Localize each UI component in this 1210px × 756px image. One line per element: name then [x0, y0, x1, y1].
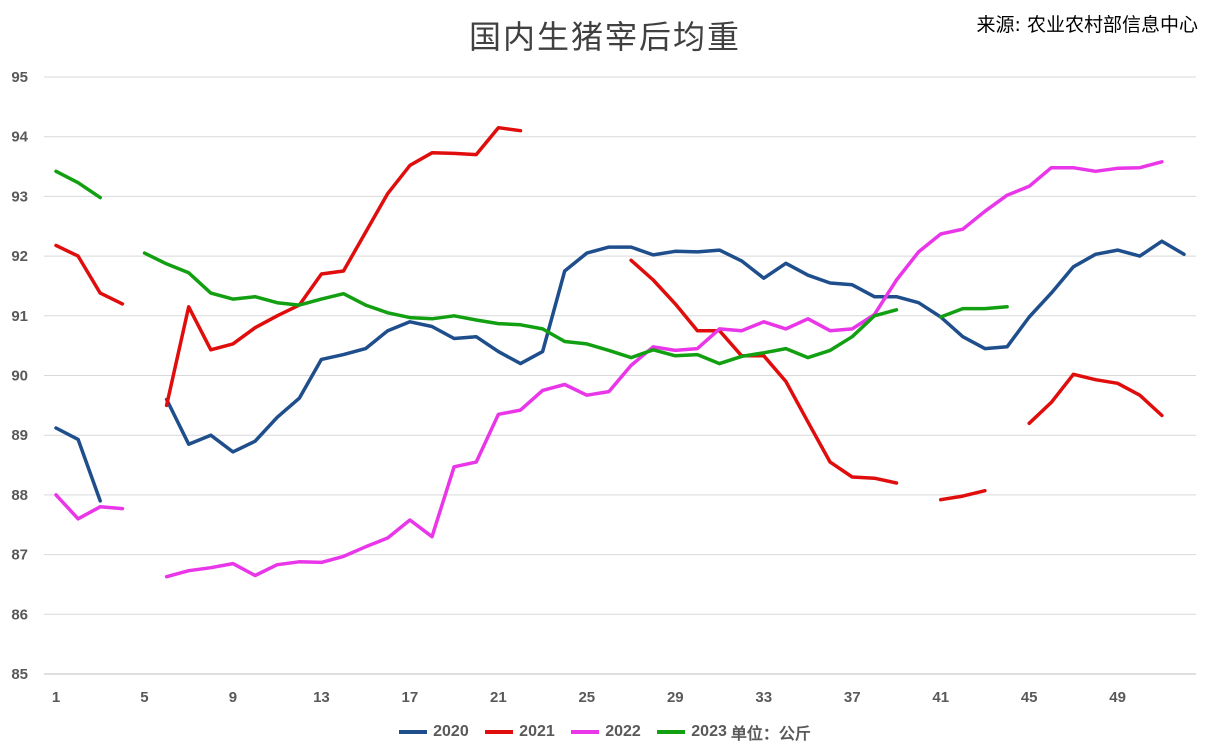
- legend-item-2021: 2021: [485, 723, 555, 741]
- legend-item-2020: 2020: [399, 723, 469, 741]
- y-tick-label: 94: [11, 129, 28, 146]
- legend-label-2023: 2023: [691, 723, 727, 740]
- x-axis-ticks: 1 5 9 13 17 21 25 29 33 37 41 45 49: [52, 689, 1126, 706]
- series-line-2022-segment-2: [164, 160, 1164, 579]
- legend-item-2022: 2022: [571, 723, 641, 741]
- y-tick-label: 85: [11, 666, 28, 683]
- y-axis-ticks: 85 86 87 88 89 90 91 92 93 94 95: [11, 69, 28, 683]
- y-tick-label: 92: [11, 248, 28, 265]
- legend-swatch-2020: [399, 730, 428, 734]
- y-tick-label: 87: [11, 547, 28, 564]
- legend-label-2021: 2021: [519, 723, 555, 740]
- x-tick-label: 25: [578, 689, 595, 706]
- x-tick-label: 13: [313, 689, 330, 706]
- x-tick-label: 5: [140, 689, 148, 706]
- y-tick-label: 86: [11, 606, 28, 623]
- y-tick-label: 91: [11, 308, 28, 325]
- legend-label-2022: 2022: [605, 723, 641, 740]
- y-tick-label: 89: [11, 427, 28, 444]
- y-tick-label: 88: [11, 487, 28, 504]
- series-line-2022-segment-1: [54, 493, 125, 521]
- legend: 2020 2021 2022 2023 单位：公斤: [0, 720, 1210, 744]
- series-line-2021-segment-3: [629, 258, 899, 485]
- series-line-2020-segment-2: [164, 239, 1186, 454]
- series-line-2021-segment-4: [938, 488, 987, 502]
- source-note: 来源: 农业农村部信息中心: [976, 14, 1198, 36]
- unit-label: 单位：公斤: [730, 724, 811, 743]
- series-line-2021-segment-5: [1027, 372, 1164, 426]
- y-tick-label: 93: [11, 188, 28, 205]
- legend-swatch-2023: [657, 730, 686, 734]
- x-tick-label: 49: [1109, 689, 1126, 706]
- series-lines: [54, 125, 1186, 579]
- x-tick-label: 45: [1021, 689, 1038, 706]
- x-tick-label: 9: [229, 689, 237, 706]
- legend-swatch-2021: [485, 730, 514, 734]
- chart-title: 国内生猪宰后均重: [468, 18, 741, 56]
- series-line-2023-segment-2: [142, 251, 899, 366]
- series-line-2023-segment-1: [54, 169, 102, 200]
- x-tick-label: 37: [844, 689, 861, 706]
- legend-swatch-2022: [571, 730, 600, 734]
- y-tick-label: 95: [11, 69, 28, 86]
- series-line-2021-segment-2: [164, 125, 523, 408]
- x-tick-label: 29: [667, 689, 684, 706]
- series-line-2021-segment-1: [54, 243, 125, 306]
- legend-label-2020: 2020: [433, 723, 469, 740]
- x-tick-label: 33: [755, 689, 772, 706]
- series-line-2023-segment-3: [938, 305, 1009, 319]
- grid-lines: [44, 76, 1196, 675]
- x-tick-label: 1: [52, 689, 60, 706]
- x-tick-label: 41: [932, 689, 949, 706]
- x-tick-label: 21: [490, 689, 507, 706]
- x-tick-label: 17: [402, 689, 419, 706]
- y-tick-label: 90: [11, 368, 28, 385]
- series-line-2020-segment-1: [54, 426, 102, 503]
- legend-item-2023: 2023 单位：公斤: [657, 720, 811, 744]
